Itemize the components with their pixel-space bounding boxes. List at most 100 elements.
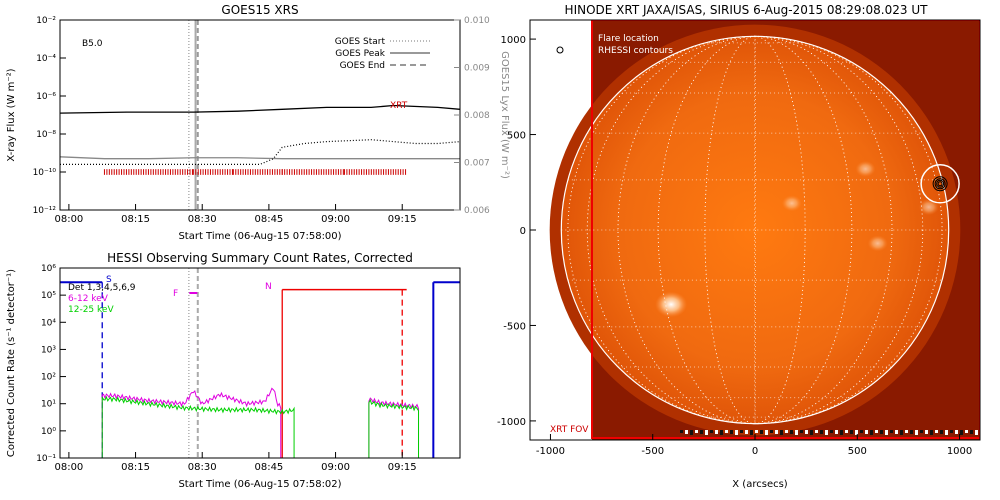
goes-series-1 <box>60 156 460 160</box>
goes-series-0 <box>60 104 460 114</box>
hessi-panel: HESSI Observing Summary Count Rates, Cor… <box>6 251 461 490</box>
xrt-solar-disk <box>561 36 949 424</box>
hessi-xtick-label-5: 09:15 <box>388 462 417 473</box>
xrt-legend-contours: RHESSI contours <box>598 46 673 56</box>
goes-y2tick-label-4: 0.010 <box>464 16 490 26</box>
goes-y2label: GOES15 Lyx Flux (W m⁻²) <box>499 51 510 179</box>
xrt-rhessi-contour-0 <box>932 176 948 192</box>
xrt-xtick-label-3: 500 <box>848 446 867 457</box>
hessi-ytick-label-3: 10² <box>41 373 56 383</box>
xrt-rhessi-contour-2 <box>936 179 945 188</box>
xrt-xtick-label-1: -500 <box>641 446 664 457</box>
xrt-ytick-label-0: -1000 <box>497 417 526 428</box>
hessi-legend-6-12: 6-12 keV <box>68 294 109 304</box>
goes-legend-peak: GOES Peak <box>335 49 385 59</box>
goes-axes-frame <box>59 19 461 211</box>
hessi-title: HESSI Observing Summary Count Rates, Cor… <box>107 251 413 265</box>
goes-series-2 <box>60 139 460 165</box>
goes-ytick-label-4: 10⁻⁴ <box>36 54 56 64</box>
xrt-rhessi-contour-3 <box>937 181 943 187</box>
xrt-ytick-label-3: 500 <box>507 131 526 142</box>
hessi-flag-s: S <box>106 275 112 285</box>
goes-xrt-bin-2 <box>232 169 283 175</box>
xrt-ytick-label-2: 0 <box>520 226 526 237</box>
xrt-axes: -1000 -500 0 500 1000 -1000 -500 0 500 1000 <box>497 35 972 457</box>
goes-ytick-label-5: 10⁻² <box>36 16 56 26</box>
goes-ytick-label-1: 10⁻¹⁰ <box>33 168 57 178</box>
hessi-xtick-label-4: 09:00 <box>321 462 350 473</box>
hessi-series-1-segment-0 <box>101 395 295 458</box>
xrt-ytick-label-1: -500 <box>503 321 526 332</box>
hessi-ytick-label-0: 10⁻¹ <box>36 454 56 464</box>
xrt-solar-image <box>549 20 980 439</box>
goes-xtick-label-4: 09:00 <box>321 214 350 225</box>
xrt-xtick-label-4: 1000 <box>947 446 972 457</box>
goes-xtick-label-1: 08:15 <box>121 214 150 225</box>
goes-xlabel: Start Time (06-Aug-15 07:58:00) <box>178 231 341 242</box>
hessi-xtick-label-2: 08:30 <box>188 462 217 473</box>
hessi-flag-f: F <box>173 289 178 299</box>
xrt-image-area <box>530 20 980 440</box>
xrt-active-region-1 <box>781 195 802 212</box>
goes-panel: GOES15 XRS 08:00 08:15 08:30 08:45 09:00 09:1… <box>6 3 510 242</box>
goes-xrt-bin-1 <box>192 169 233 175</box>
hessi-series-0-segment-0 <box>101 387 282 458</box>
hessi-ytick-label-1: 10⁰ <box>41 427 56 437</box>
hessi-axes-frame <box>59 267 461 459</box>
hessi-ytick-label-2: 10¹ <box>41 400 56 410</box>
goes-y2tick-label-1: 0.007 <box>464 159 490 169</box>
goes-plot-area <box>60 20 460 210</box>
xrt-title: HINODE XRT JAXA/ISAS, SIRIUS 6-Aug-2015 … <box>565 3 929 17</box>
goes-xtick-label-5: 09:15 <box>388 214 417 225</box>
hessi-xlabel: Start Time (06-Aug-15 07:58:02) <box>178 479 341 490</box>
hessi-flag-n: N <box>265 282 272 292</box>
hessi-ylabel: Corrected Count Rate (s⁻¹ detector⁻¹) <box>6 269 17 457</box>
xrt-active-region-2 <box>855 160 876 177</box>
goes-xrt-bin-0 <box>103 169 193 175</box>
hessi-ytick-label-4: 10³ <box>41 345 56 355</box>
hessi-xtick-label-1: 08:15 <box>121 462 150 473</box>
goes-ylabel: X-ray Flux (W m⁻²) <box>6 68 17 161</box>
hessi-legend-12-25: 12-25 keV <box>68 305 114 315</box>
hessi-series-1-segment-1 <box>368 398 420 458</box>
xrt-xtick-label-0: -1000 <box>536 446 565 457</box>
hessi-plot-area <box>60 268 460 458</box>
goes-y2tick-label-2: 0.008 <box>464 111 490 121</box>
goes-ytick-label-3: 10⁻⁶ <box>36 92 56 102</box>
xrt-limb <box>560 35 950 425</box>
hessi-ytick-label-6: 10⁵ <box>41 291 56 301</box>
goes-xtick-label-0: 08:00 <box>54 214 83 225</box>
hessi-axes: 08:00 08:15 08:30 08:45 09:00 09:15 10⁻¹ 10⁰ 10¹… <box>36 264 416 473</box>
hessi-legend: Det 1,3,4,5,6,9 6-12 keV 12-25 keV <box>68 283 136 315</box>
xrt-fov-box <box>591 20 980 439</box>
goes-ytick-label-2: 10⁻⁸ <box>36 130 56 140</box>
xrt-rhessi-contour-1 <box>934 178 946 190</box>
goes-legend-end: GOES End <box>340 61 385 71</box>
xrt-legend: Flare location RHESSI contours <box>556 34 673 56</box>
goes-xrt-label: XRT <box>390 101 408 111</box>
xrt-fov-label: XRT FOV <box>550 425 589 435</box>
goes-xtick-label-3: 08:45 <box>254 214 283 225</box>
goes-class-label: B5.0 <box>82 39 103 49</box>
xrt-xlabel: X (arcsecs) <box>732 479 788 490</box>
hessi-xtick-label-0: 08:00 <box>54 462 83 473</box>
hessi-series-0-segment-1 <box>368 397 420 458</box>
goes-y2tick-label-3: 0.009 <box>464 64 490 74</box>
xrt-ytick-label-4: 1000 <box>501 35 526 46</box>
goes-y2tick-label-0: 0.006 <box>464 206 490 216</box>
xrt-legend-flare: Flare location <box>598 34 659 44</box>
goes-xtick-label-2: 08:30 <box>188 214 217 225</box>
goes-legend-start: GOES Start <box>335 37 386 47</box>
goes-xrt-bin-4 <box>343 169 407 175</box>
hessi-ytick-label-7: 10⁶ <box>41 264 56 274</box>
xrt-xtick-label-2: 0 <box>752 446 758 457</box>
xrt-active-region-3 <box>918 199 939 216</box>
hessi-ytick-label-5: 10⁴ <box>41 318 56 328</box>
goes-title: GOES15 XRS <box>221 3 298 17</box>
hessi-legend-det: Det 1,3,4,5,6,9 <box>68 283 136 293</box>
goes-legend: GOES Start GOES Peak GOES End <box>335 37 430 71</box>
hessi-xtick-label-3: 08:45 <box>254 462 283 473</box>
goes-axes: 08:00 08:15 08:30 08:45 09:00 09:15 10⁻¹² 10⁻¹⁰… <box>33 16 490 225</box>
goes-ytick-label-0: 10⁻¹² <box>33 206 57 216</box>
